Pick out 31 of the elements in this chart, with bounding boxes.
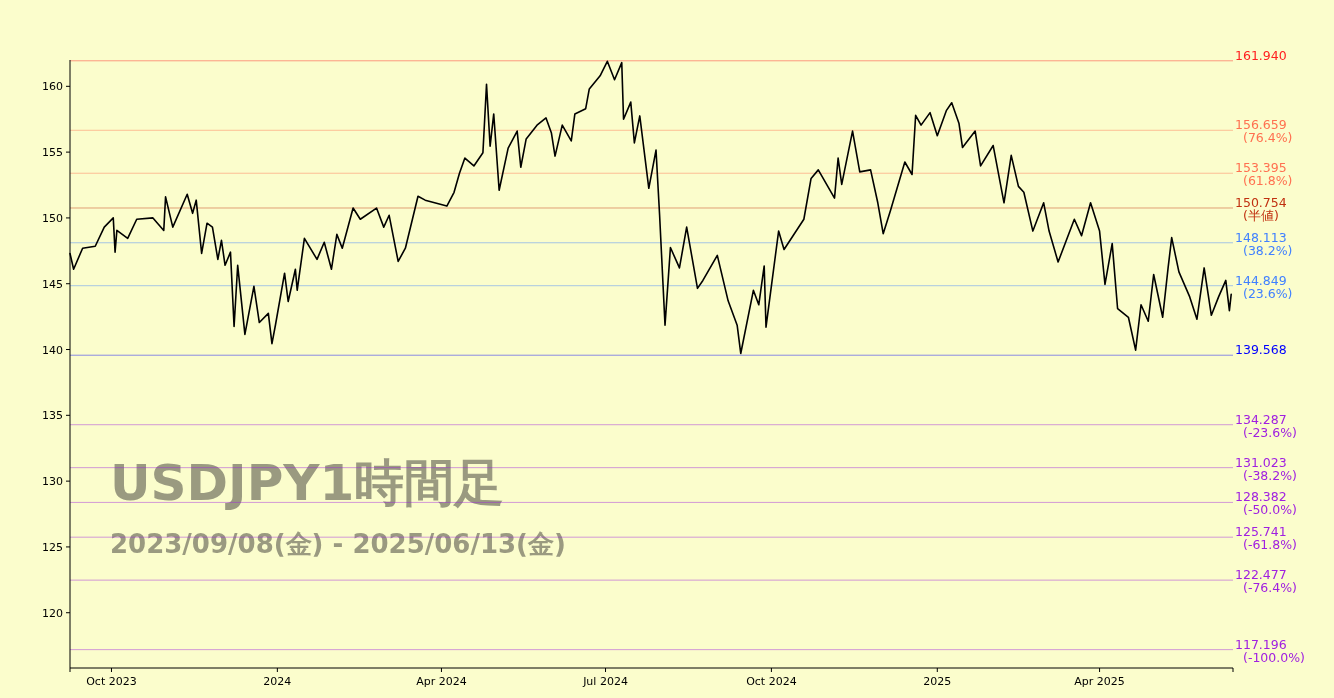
ref-line-label: 134.287 (-23.6%) bbox=[1235, 411, 1297, 440]
x-tick-label: Oct 2023 bbox=[86, 675, 137, 688]
x-tick-label: 2024 bbox=[263, 675, 292, 688]
ref-line-label: 148.113 (38.2%) bbox=[1235, 229, 1293, 258]
x-tick-label: Jul 2024 bbox=[582, 675, 628, 688]
ref-line-label: 131.023 (-38.2%) bbox=[1235, 454, 1297, 483]
y-tick-label: 130 bbox=[42, 475, 63, 489]
ref-line-label: 122.477 (-76.4%) bbox=[1235, 567, 1297, 596]
y-tick-label: 155 bbox=[42, 146, 63, 160]
x-tick-label: Apr 2025 bbox=[1074, 675, 1125, 688]
x-tick-label: 2025 bbox=[923, 675, 952, 688]
ref-line-label: 153.395 (61.8%) bbox=[1235, 160, 1293, 189]
y-tick-label: 125 bbox=[42, 540, 63, 554]
text: USDJPY1時間足 bbox=[110, 454, 505, 512]
ref-line-label: 139.568 bbox=[1235, 342, 1287, 358]
x-tick-label: Oct 2024 bbox=[746, 675, 797, 688]
text: 2023/09/08(金) - 2025/06/13(金) bbox=[110, 529, 566, 559]
y-tick-label: 120 bbox=[42, 606, 63, 620]
ref-line-label: 128.382 (-50.0%) bbox=[1235, 489, 1297, 518]
ref-line-label: 156.659 (76.4%) bbox=[1235, 117, 1293, 146]
y-tick-label: 145 bbox=[42, 277, 63, 291]
ref-line-label: 150.754 (半値) bbox=[1235, 195, 1287, 223]
ref-line-label: 144.849 (23.6%) bbox=[1235, 272, 1293, 301]
ref-line-label: 117.196 (-100.0%) bbox=[1235, 636, 1305, 665]
y-tick-label: 160 bbox=[42, 80, 63, 94]
y-tick-label: 135 bbox=[42, 409, 63, 423]
ref-line-label: 125.741 (-61.8%) bbox=[1235, 524, 1297, 553]
y-tick-label: 150 bbox=[42, 211, 63, 225]
ref-line-label: 161.940 bbox=[1235, 47, 1287, 63]
y-tick-label: 140 bbox=[42, 343, 63, 357]
x-tick-label: Apr 2024 bbox=[416, 675, 467, 688]
